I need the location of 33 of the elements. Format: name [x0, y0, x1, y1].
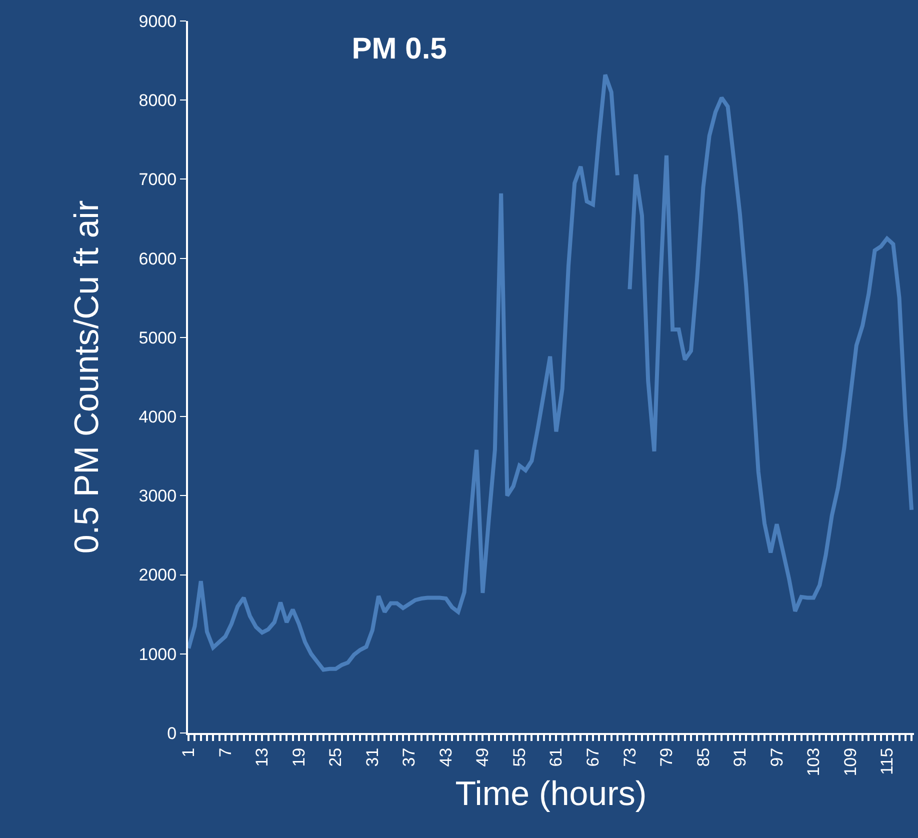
- x-tick-label: 37: [400, 748, 419, 767]
- x-tick-label: 97: [767, 748, 786, 767]
- x-tick-label: 7: [216, 748, 235, 758]
- y-tick-label: 5000: [138, 328, 177, 348]
- y-tick-label: 9000: [138, 12, 177, 31]
- y-tick-label: 1000: [138, 644, 177, 664]
- x-tick-label: 55: [510, 748, 529, 767]
- chart-title: PM 0.5: [352, 32, 447, 66]
- y-axis-title: 0.5 PM Counts/Cu ft air: [68, 200, 106, 554]
- x-tick-label: 19: [289, 748, 308, 767]
- y-tick-label: 2000: [138, 566, 177, 585]
- x-tick-label: 1: [179, 748, 198, 758]
- y-tick-label: 4000: [138, 408, 177, 427]
- x-tick-label: 31: [362, 748, 382, 767]
- x-tick-label: 43: [436, 748, 456, 767]
- x-tick-label: 61: [546, 748, 566, 767]
- x-tick-label: 73: [620, 748, 640, 767]
- x-tick-label: 91: [730, 748, 750, 767]
- x-tick-label: 103: [804, 748, 824, 776]
- x-tick-label: 49: [473, 748, 492, 767]
- x-tick-label: 109: [840, 748, 860, 776]
- x-tick-label: 115: [878, 748, 897, 775]
- x-tick-label: 85: [694, 748, 713, 767]
- x-tick-label: 25: [326, 748, 346, 767]
- y-tick-label: 8000: [138, 91, 177, 110]
- y-tick-label: 7000: [138, 170, 177, 190]
- x-axis-title: Time (hours): [455, 774, 647, 813]
- y-tick-label: 0: [167, 724, 177, 743]
- x-tick-label: 13: [252, 748, 272, 767]
- y-tick-label: 3000: [138, 486, 177, 506]
- x-tick-label: 79: [657, 748, 676, 767]
- x-tick-label: 67: [583, 748, 602, 767]
- y-tick-label: 6000: [138, 249, 177, 268]
